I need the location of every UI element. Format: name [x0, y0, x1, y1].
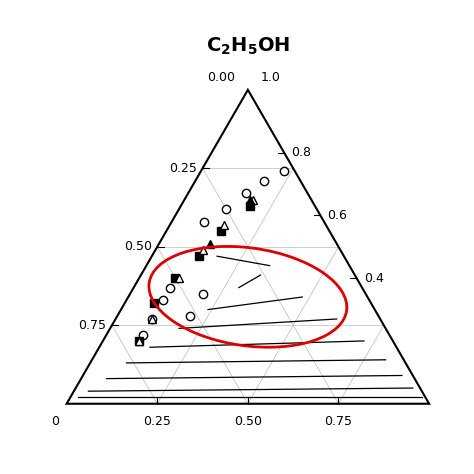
Text: 0.6: 0.6	[328, 209, 347, 222]
Text: $\mathbf{C_2H_5OH}$: $\mathbf{C_2H_5OH}$	[206, 36, 290, 57]
Text: 0: 0	[51, 415, 59, 428]
Text: 0.50: 0.50	[234, 415, 262, 428]
Text: 1.0: 1.0	[261, 72, 281, 84]
Text: 0.25: 0.25	[169, 162, 197, 175]
Text: 0.50: 0.50	[124, 240, 152, 253]
Text: 0.75: 0.75	[79, 319, 107, 332]
Text: 0.8: 0.8	[292, 146, 311, 159]
Text: 0.00: 0.00	[207, 72, 235, 84]
Text: 0.25: 0.25	[143, 415, 171, 428]
Text: 0.75: 0.75	[325, 415, 353, 428]
Text: 0.4: 0.4	[364, 272, 384, 285]
